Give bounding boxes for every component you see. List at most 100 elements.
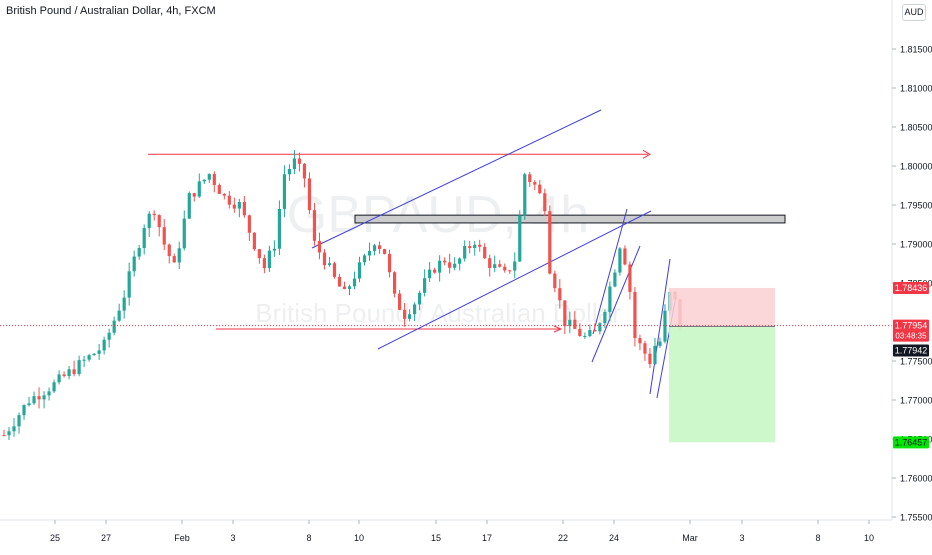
- candle: [397, 289, 402, 311]
- candle: [62, 371, 66, 378]
- candle: [543, 188, 547, 216]
- wedge-line-1: [592, 208, 628, 335]
- candle-body: [42, 395, 46, 400]
- candle: [372, 243, 377, 256]
- candle-body: [287, 169, 292, 175]
- candle: [207, 173, 211, 184]
- candle-body: [17, 415, 21, 427]
- candle: [538, 180, 542, 195]
- candle-body: [217, 184, 221, 194]
- candle-body: [608, 286, 612, 312]
- candle-body: [292, 158, 297, 170]
- candle: [322, 249, 327, 270]
- y-tick-label: 1.79000: [900, 240, 932, 250]
- candle-body: [468, 246, 472, 249]
- candle-body: [92, 353, 96, 356]
- candle: [72, 360, 76, 377]
- candle: [307, 172, 312, 214]
- candle-body: [533, 182, 537, 185]
- candle-body: [653, 345, 657, 365]
- candle-body: [573, 319, 577, 329]
- candle: [272, 240, 276, 257]
- candle: [608, 281, 612, 321]
- candle-body: [7, 431, 11, 436]
- candle-body: [382, 249, 387, 254]
- channel-upper-line: [311, 109, 602, 249]
- candle: [638, 334, 642, 351]
- candle-body: [352, 278, 357, 287]
- candle: [498, 260, 502, 268]
- candle: [312, 202, 317, 246]
- candle: [588, 324, 592, 338]
- candle: [408, 309, 412, 322]
- candle-body: [67, 369, 71, 377]
- candle: [558, 279, 562, 309]
- x-tick-label: 8: [815, 533, 820, 543]
- candle-body: [77, 360, 81, 375]
- candle: [603, 309, 607, 328]
- candle-body: [332, 263, 337, 277]
- stop-loss-label-box: [893, 281, 929, 294]
- candle: [187, 191, 191, 219]
- candle: [423, 269, 427, 297]
- candle-body: [387, 253, 392, 273]
- candle-body: [82, 359, 86, 361]
- candle-body: [182, 218, 186, 249]
- candle-body: [172, 256, 176, 263]
- x-tick-label: 3: [739, 533, 744, 543]
- position-loss-zone: [669, 287, 775, 327]
- candle: [493, 255, 497, 273]
- candle-body: [222, 193, 226, 196]
- candle: [483, 243, 487, 260]
- currency-selector[interactable]: AUD: [902, 4, 926, 21]
- candle: [37, 387, 41, 409]
- candle: [117, 303, 121, 322]
- candle: [362, 253, 367, 266]
- candle: [513, 252, 517, 279]
- candle-body: [232, 204, 236, 209]
- candle: [663, 304, 667, 344]
- candle-body: [347, 286, 352, 289]
- candle-body: [262, 258, 266, 269]
- candle: [2, 429, 6, 437]
- candle-body: [137, 247, 141, 257]
- candle-body: [397, 293, 402, 310]
- candle-body: [312, 210, 317, 241]
- candle: [292, 149, 297, 175]
- candle: [643, 340, 647, 361]
- candle-body: [503, 266, 507, 271]
- resistance-arrow-icon: [642, 149, 652, 159]
- candle-body: [428, 269, 432, 279]
- candle: [277, 200, 282, 256]
- candle: [137, 244, 141, 260]
- candle-body: [392, 272, 397, 294]
- candle-body: [257, 249, 261, 259]
- candle-body: [458, 258, 462, 264]
- candle-body: [357, 262, 362, 279]
- candle: [317, 232, 322, 260]
- x-tick-label: 15: [431, 533, 441, 543]
- take-profit-label-text: 1.76457: [895, 437, 928, 447]
- candle: [413, 302, 417, 322]
- candle: [152, 210, 156, 221]
- candle-body: [337, 276, 342, 287]
- candle-body: [327, 263, 332, 266]
- candle: [337, 273, 342, 287]
- take-profit-label-box: [893, 436, 929, 449]
- candle-body: [603, 311, 607, 324]
- candle: [473, 241, 477, 256]
- entry-label-box: [893, 344, 929, 357]
- candle-body: [413, 304, 417, 315]
- candle: [217, 183, 221, 194]
- candle-body: [433, 269, 437, 273]
- candle: [247, 214, 251, 242]
- candle-body: [22, 405, 26, 416]
- candle: [97, 344, 101, 360]
- candle-body: [142, 228, 146, 248]
- candle: [458, 257, 462, 271]
- candle: [468, 240, 472, 254]
- candle: [443, 257, 447, 266]
